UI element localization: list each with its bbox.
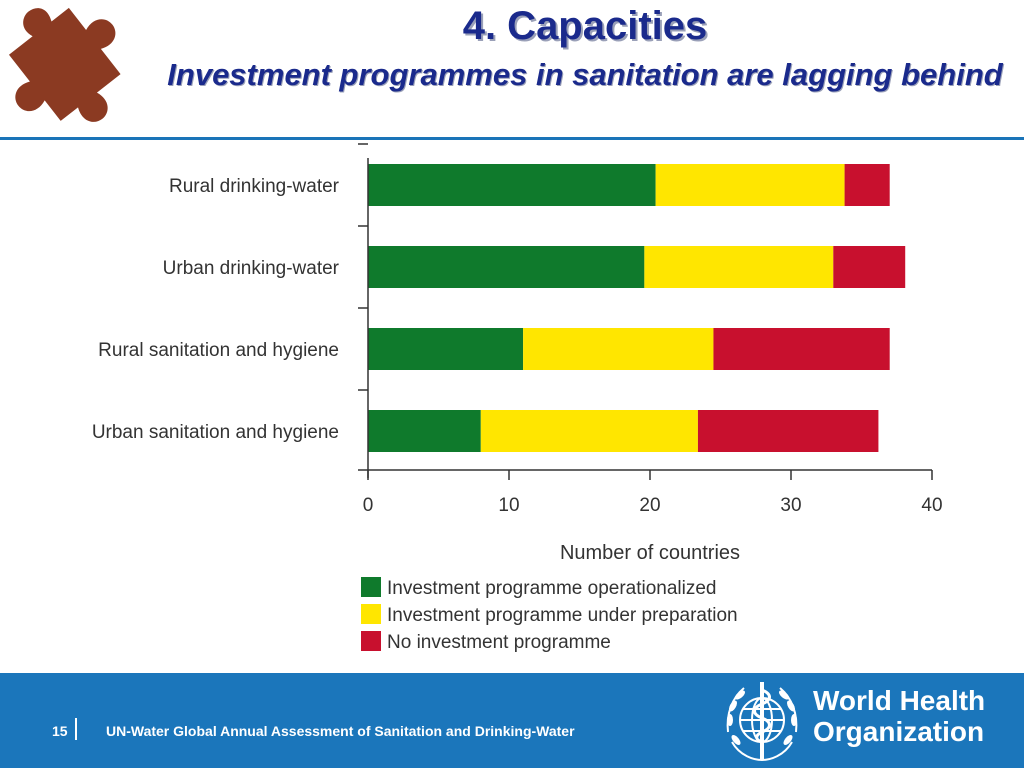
x-tick-label: 0 [363,495,374,516]
stacked-bar-chart: Rural drinking-water Urban drinking-water… [92,143,943,653]
x-axis-label: Number of countries [560,542,740,564]
who-name-line2: Organization [813,716,985,747]
axes-layer [358,143,933,480]
bar-segment-3-1 [368,328,524,370]
bar-segment-4-1 [368,410,481,452]
category-label: Urban drinking-water [163,258,340,279]
footer-bar [0,673,1024,768]
legend-label: Investment programme under preparation [387,605,738,626]
bar-segment-2-3 [833,246,906,288]
bar-segment-2-1 [368,246,645,288]
bar-segment-4-3 [697,410,879,452]
page-number: 15 [52,723,68,739]
legend-swatch [361,577,381,597]
puzzle-piece-icon [8,7,121,122]
x-tick-label: 30 [780,495,801,516]
category-label: Rural sanitation and hygiene [98,340,339,361]
category-label: Urban sanitation and hygiene [92,422,339,443]
x-tick-label: 40 [921,495,942,516]
who-name: World Health Organization [813,685,985,747]
category-label: Rural drinking-water [169,176,340,197]
bar-segment-1-1 [368,164,656,206]
legend-swatch [361,604,381,624]
legend-label: No investment programme [387,632,611,653]
footer-text: UN-Water Global Annual Assessment of San… [106,723,575,739]
bar-segment-3-2 [523,328,714,370]
title-divider [0,137,1024,140]
category-labels: Rural drinking-water Urban drinking-water… [92,176,340,443]
legend-label: Investment programme operationalized [387,578,717,599]
x-tick-labels: 0 10 20 30 40 [363,495,943,516]
bar-segment-1-3 [844,164,890,206]
legend-swatch [361,631,381,651]
slide-title: 4. Capacities [462,4,708,48]
slide-subtitle: Investment programmes in sanitation are … [167,57,1003,92]
bars-layer [368,164,906,452]
bar-segment-1-2 [655,164,845,206]
who-name-line1: World Health [813,685,986,716]
bar-segment-3-3 [713,328,890,370]
x-tick-label: 10 [498,495,519,516]
x-tick-label: 20 [639,495,660,516]
page-separator [75,718,77,740]
who-emblem-icon [726,682,798,762]
bar-segment-2-2 [644,246,834,288]
bar-segment-4-2 [480,410,698,452]
legend: Investment programme operationalized Inve… [361,577,738,653]
